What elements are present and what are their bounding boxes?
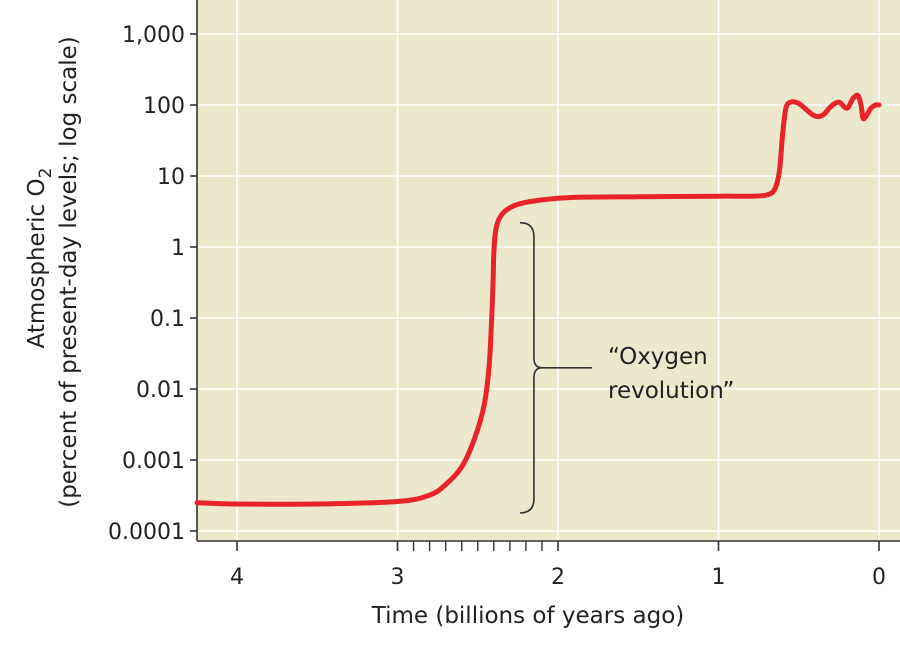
y-tick-label-4: 1 <box>171 236 185 261</box>
annotation-line-1: “Oxygen <box>608 344 708 370</box>
y-axis-title-subscript: 2 <box>36 168 56 179</box>
y-axis-ticks: 0.0001 0.001 0.01 0.1 1 10 100 1,000 <box>108 23 197 545</box>
x-tick-label-2: 2 <box>551 565 565 590</box>
y-tick-label-5: 10 <box>157 165 185 190</box>
y-tick-label-3: 0.1 <box>150 307 185 332</box>
grid <box>197 0 900 541</box>
x-axis-ticks: 4 3 2 1 0 <box>230 541 886 590</box>
y-axis-title-paren: (percent of present-day levels; log scal… <box>56 36 82 508</box>
x-tick-label-1: 1 <box>712 565 726 590</box>
y-tick-label-0: 0.0001 <box>108 520 185 545</box>
oxygen-revolution-bracket <box>519 221 592 514</box>
axes <box>196 0 900 542</box>
x-axis-title: Time (billions of years ago) <box>371 603 685 629</box>
y-tick-label-1: 0.001 <box>122 449 185 474</box>
series-line-atmospheric-o2 <box>194 92 882 507</box>
y-axis-title-main: Atmospheric O <box>24 178 50 348</box>
x-tick-label-4: 4 <box>230 565 244 590</box>
x-tick-label-3: 3 <box>391 565 405 590</box>
annotation-line-2: revolution” <box>608 378 734 404</box>
y-axis-title-line-2: (percent of present-day levels; log scal… <box>56 36 82 508</box>
y-axis-title-line-1: Atmospheric O2 <box>24 168 56 349</box>
svg-text:Atmospheric O2: Atmospheric O2 <box>24 168 56 349</box>
y-tick-label-6: 100 <box>143 94 185 119</box>
plot-background <box>197 0 900 541</box>
y-tick-label-2: 0.01 <box>136 378 185 403</box>
x-tick-label-0: 0 <box>872 565 886 590</box>
y-tick-label-7: 1,000 <box>122 23 185 48</box>
